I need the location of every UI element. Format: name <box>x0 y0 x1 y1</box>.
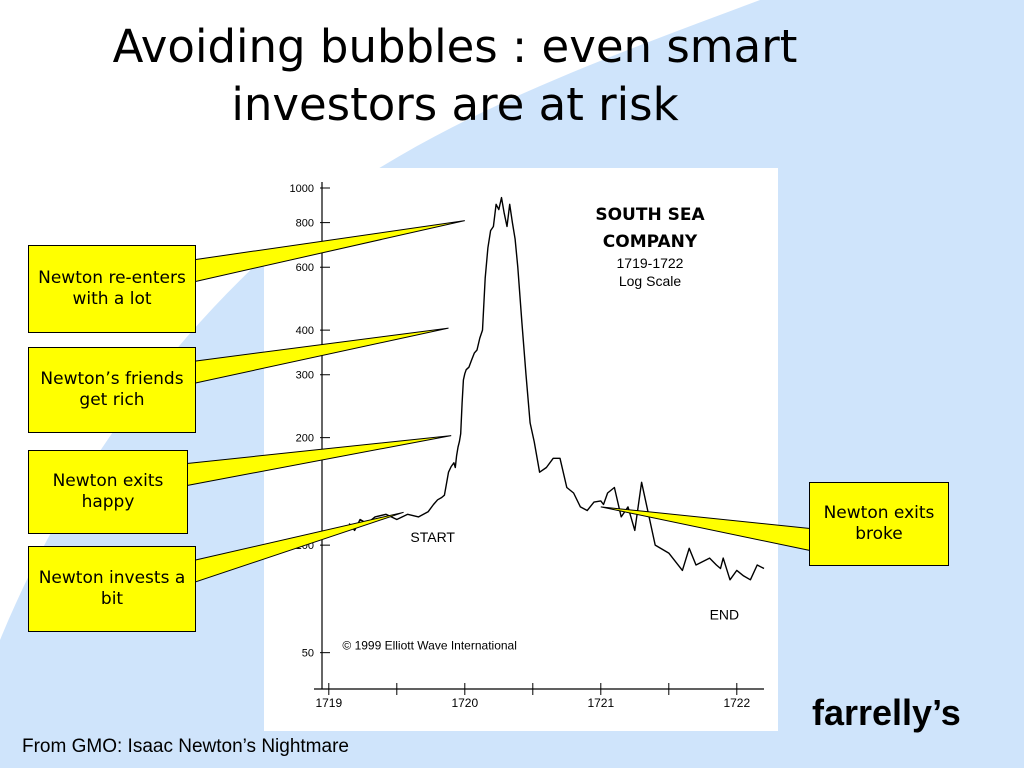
chart-title-line: COMPANY <box>603 232 698 252</box>
chart-annotation: START <box>410 529 455 545</box>
price-series-line <box>348 196 765 581</box>
chart-subtitle-line: Log Scale <box>619 273 681 289</box>
south-sea-chart: 1000 800 600 400 300 200 100 50 1719 1720 1721 1722… <box>290 182 765 710</box>
y-tick-label: 50 <box>302 648 314 660</box>
callout-label: Newton re-enters with a lot <box>38 268 186 309</box>
slide-title: Avoiding bubbles : even smart investors … <box>40 18 870 134</box>
callout-newton-exits-broke: Newton exits broke <box>809 482 949 566</box>
brand-logo-text: farrelly’s <box>812 692 961 733</box>
y-tick-label: 100 <box>296 540 314 552</box>
chart-panel: 1000 800 600 400 300 200 100 50 1719 1720 1721 1722… <box>264 168 778 731</box>
callout-newton-invests: Newton invests a bit <box>28 546 196 632</box>
callout-label: Newton exits happy <box>52 471 164 512</box>
chart-annotation: © 1999 Elliott Wave International <box>342 639 517 653</box>
x-tick-label: 1721 <box>587 696 614 710</box>
slide-title-line-1: Avoiding bubbles : even smart <box>112 20 798 73</box>
callout-label: Newton’s friends get rich <box>40 369 184 410</box>
callout-label: Newton invests a bit <box>38 568 186 609</box>
x-tick-label: 1720 <box>451 696 478 710</box>
slide-title-line-2: investors are at risk <box>231 78 679 131</box>
callout-newton-exits-happy: Newton exits happy <box>28 450 188 534</box>
source-caption: From GMO: Isaac Newton’s Nightmare <box>22 736 349 757</box>
y-tick-label: 400 <box>296 325 314 337</box>
callout-newtons-friends: Newton’s friends get rich <box>28 347 196 433</box>
chart-title: SOUTH SEA COMPANY <box>595 205 705 252</box>
y-tick-label: 300 <box>296 370 314 382</box>
callout-newton-re-enters: Newton re-enters with a lot <box>28 245 196 333</box>
y-tick-label: 800 <box>296 218 314 230</box>
y-tick-label: 600 <box>296 262 314 274</box>
x-tick-label: 1722 <box>723 696 750 710</box>
chart-title-line: SOUTH SEA <box>595 205 705 225</box>
x-tick-label: 1719 <box>315 696 342 710</box>
chart-subtitle-line: 1719-1722 <box>617 255 684 271</box>
y-tick-label: 200 <box>296 433 314 445</box>
callout-label: Newton exits broke <box>823 503 935 544</box>
y-tick-label: 1000 <box>290 183 314 195</box>
chart-annotation: END <box>710 606 740 622</box>
